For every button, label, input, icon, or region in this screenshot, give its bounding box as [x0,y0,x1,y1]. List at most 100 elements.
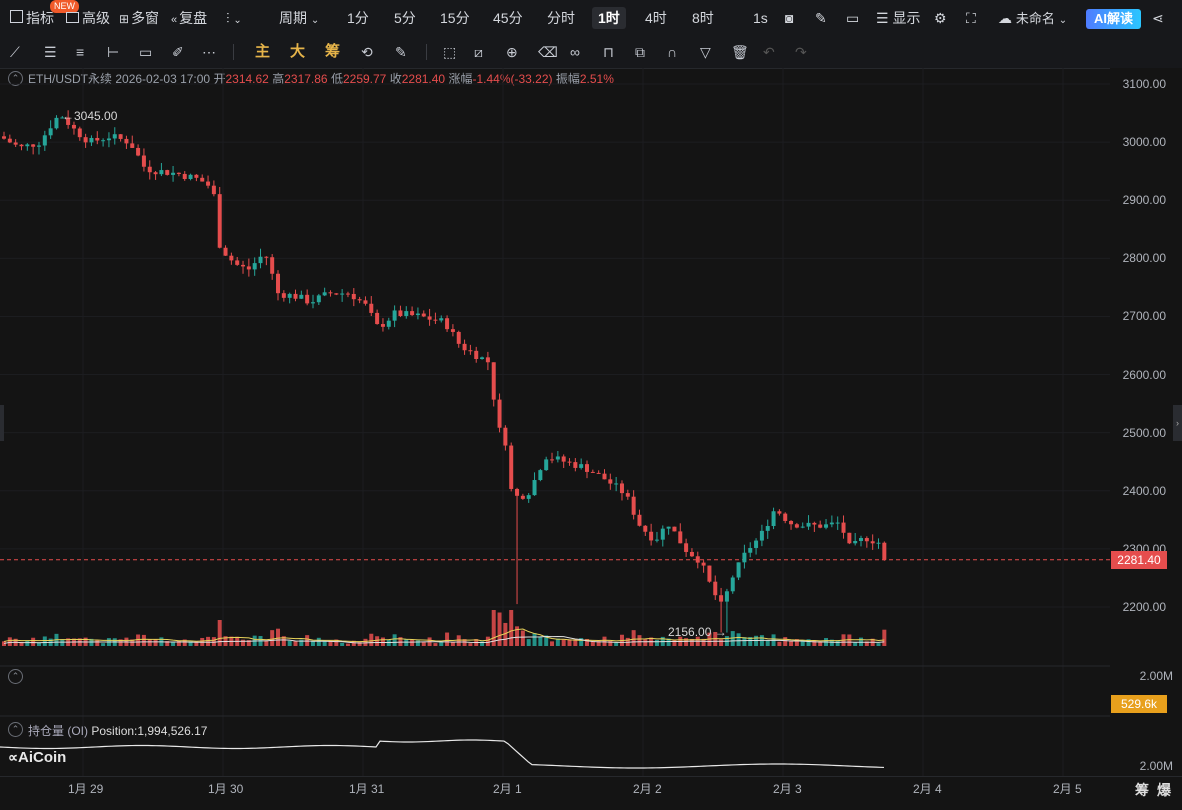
candle-body [369,303,374,313]
candle-body [130,143,135,148]
candle-body [864,538,869,542]
more-icon[interactable]: ⋯ [202,44,216,60]
candle-body [806,522,811,527]
cloud-icon: ☁ [998,10,1012,26]
volume-bar [736,633,741,646]
volume-collapse-icon[interactable]: ⌃ [8,669,23,684]
tf-1h[interactable]: 1时 [592,7,626,29]
main-indicator-toggle[interactable]: 主 [255,43,271,60]
volume-bar [392,634,397,646]
tf-timeshare[interactable]: 分时 [547,10,575,26]
camera-icon[interactable]: ◙ [785,10,794,26]
share-icon[interactable]: ⋖ [1152,10,1164,26]
volume-bar [101,643,106,646]
tf-8h[interactable]: 8时 [692,10,714,26]
y-tick: 2200.00 [1122,600,1166,614]
candle-body [258,256,263,264]
zoom-in-icon[interactable]: ⊕ [506,44,518,60]
fullscreen-icon[interactable]: ⛶ [966,10,976,26]
comment-icon[interactable]: ▭ [846,10,860,26]
candle-body [439,318,444,321]
candle-body [165,170,170,175]
volume-bar [456,635,461,646]
rectangle-icon[interactable]: ▭ [139,44,153,60]
volume-bar [614,642,619,646]
volume-bar [410,639,415,646]
tf-1m[interactable]: 1分 [347,10,369,26]
horizontal-ray-icon[interactable]: ⊢ [107,44,120,60]
tf-45m[interactable]: 45分 [493,10,523,26]
volume-bar [299,639,304,646]
advanced-button[interactable]: 高级 [66,0,110,36]
copy-icon[interactable]: ⧉ [635,44,645,60]
volume-bar [812,640,817,646]
volume-bar [42,636,47,646]
ai-read-button[interactable]: AI解读 [1086,9,1142,29]
candle-body [322,292,327,296]
symbol-info: ETH/USDT永续 2026-02-03 17:00 开2314.62 高23… [28,72,614,86]
candle-body [515,488,520,496]
parallel-channel-icon[interactable]: ≡ [76,44,85,60]
right-panel-toggle[interactable]: › [1173,405,1182,441]
left-panel-toggle[interactable] [0,405,4,441]
trash-icon[interactable]: 🗑 [731,44,749,60]
bar-time: 2026-02-03 17:00 [115,72,211,86]
undo-icon[interactable]: ↶ [763,44,775,60]
ruler-icon[interactable]: ⧄ [474,44,483,60]
chip-distribution-button[interactable]: 筹 [1135,782,1149,798]
chip-toggle[interactable]: 筹 [325,43,341,60]
select-icon[interactable]: ⬚ [443,44,457,60]
volume-bar [445,632,450,646]
redo-icon[interactable]: ↷ [795,44,807,60]
volume-bar [503,622,508,646]
close-value: 2281.40 [401,72,446,86]
tf-1s[interactable]: 1s [753,10,768,26]
layout-name-dropdown[interactable]: ☁ 未命名 ⌄ [998,10,1068,26]
volume-bar [567,639,572,646]
liquidation-button[interactable]: 爆 [1157,782,1171,798]
brush-icon[interactable]: ✐ [172,44,184,60]
candle-body [316,295,321,303]
large-order-toggle[interactable]: 大 [290,43,306,60]
period-dropdown[interactable]: 周期 ⌄ [279,10,320,26]
tf-5m[interactable]: 5分 [394,10,416,26]
display-button[interactable]: ☰ 显示 [876,10,921,26]
candle-body [176,172,181,174]
tf-4h[interactable]: 4时 [645,10,667,26]
trend-line-icon[interactable]: ⟋ [10,44,20,60]
candle-body [410,311,415,316]
candle-body [450,329,455,332]
volume-bar [532,633,537,646]
price-axis[interactable]: 3100.00 3000.00 2900.00 2800.00 2700.00 2600.… [1110,68,1182,776]
candle-body [305,294,310,304]
filter-icon[interactable]: ▽ [700,44,711,60]
volume-bar [538,636,543,646]
hide-drawings-icon[interactable]: ✎ [395,44,407,60]
volume-bar [748,637,753,646]
volume-bar [421,641,426,646]
candle-body [573,462,578,468]
volume-bar [579,638,584,646]
lock-icon[interactable]: ⊓ [603,44,614,60]
magnet-icon[interactable]: ⟲ [361,44,373,60]
link-icon[interactable]: ∞ [570,44,580,60]
replay-button[interactable]: «复盘 [171,10,208,26]
chart-icon [10,10,23,23]
oi-collapse-icon[interactable]: ⌃ [8,722,23,737]
chart-type-button[interactable]: ⫶ ⌄ [226,0,242,36]
eraser-icon[interactable]: ⌫ [538,44,558,60]
tf-15m[interactable]: 15分 [440,10,470,26]
settings-icon[interactable]: ⚙ [934,10,947,26]
candle-body [614,483,619,485]
magnet-mode-icon[interactable]: ∩ [667,44,678,60]
candle-body [847,532,852,544]
time-axis[interactable] [0,776,1182,810]
indicator-button[interactable]: 指标 [10,0,54,36]
price-chart[interactable] [0,68,1110,780]
min-price-marker: 2156.00 → [668,625,727,639]
multi-window-button[interactable]: ⊞ 多窗 [119,10,160,26]
pen-icon[interactable]: ✎ [815,10,827,26]
layout-icon [66,12,79,23]
horizontal-lines-icon[interactable]: ☰ [44,44,57,60]
collapse-icon[interactable]: ⌃ [8,71,23,86]
